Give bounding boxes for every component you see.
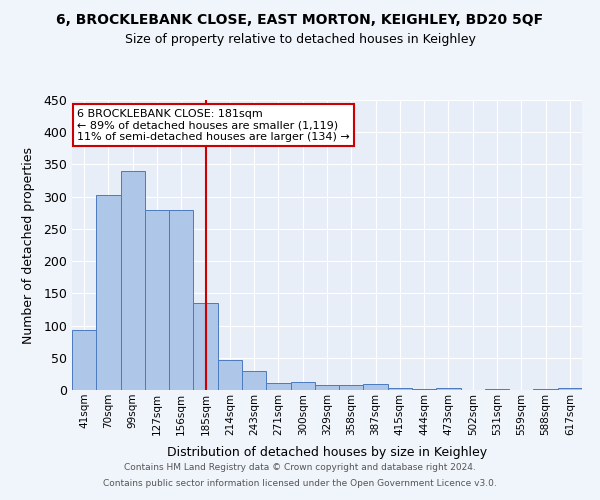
Bar [339, 385, 364, 390]
Bar [412, 388, 436, 390]
Bar [242, 370, 266, 390]
Text: Contains HM Land Registry data © Crown copyright and database right 2024.: Contains HM Land Registry data © Crown c… [124, 464, 476, 472]
Y-axis label: Number of detached properties: Number of detached properties [22, 146, 35, 344]
Bar [436, 388, 461, 390]
Bar [388, 388, 412, 390]
Bar [121, 171, 145, 390]
Text: 6, BROCKLEBANK CLOSE, EAST MORTON, KEIGHLEY, BD20 5QF: 6, BROCKLEBANK CLOSE, EAST MORTON, KEIGH… [56, 12, 544, 26]
Text: Contains public sector information licensed under the Open Government Licence v3: Contains public sector information licen… [103, 478, 497, 488]
Text: 6 BROCKLEBANK CLOSE: 181sqm
← 89% of detached houses are smaller (1,119)
11% of : 6 BROCKLEBANK CLOSE: 181sqm ← 89% of det… [77, 108, 350, 142]
Bar [558, 388, 582, 390]
Bar [485, 388, 509, 390]
Bar [145, 210, 169, 390]
Bar [96, 194, 121, 390]
Bar [72, 330, 96, 390]
Bar [218, 360, 242, 390]
Bar [266, 383, 290, 390]
Text: Size of property relative to detached houses in Keighley: Size of property relative to detached ho… [125, 32, 475, 46]
Bar [193, 303, 218, 390]
X-axis label: Distribution of detached houses by size in Keighley: Distribution of detached houses by size … [167, 446, 487, 459]
Bar [364, 384, 388, 390]
Bar [315, 386, 339, 390]
Bar [290, 382, 315, 390]
Bar [169, 210, 193, 390]
